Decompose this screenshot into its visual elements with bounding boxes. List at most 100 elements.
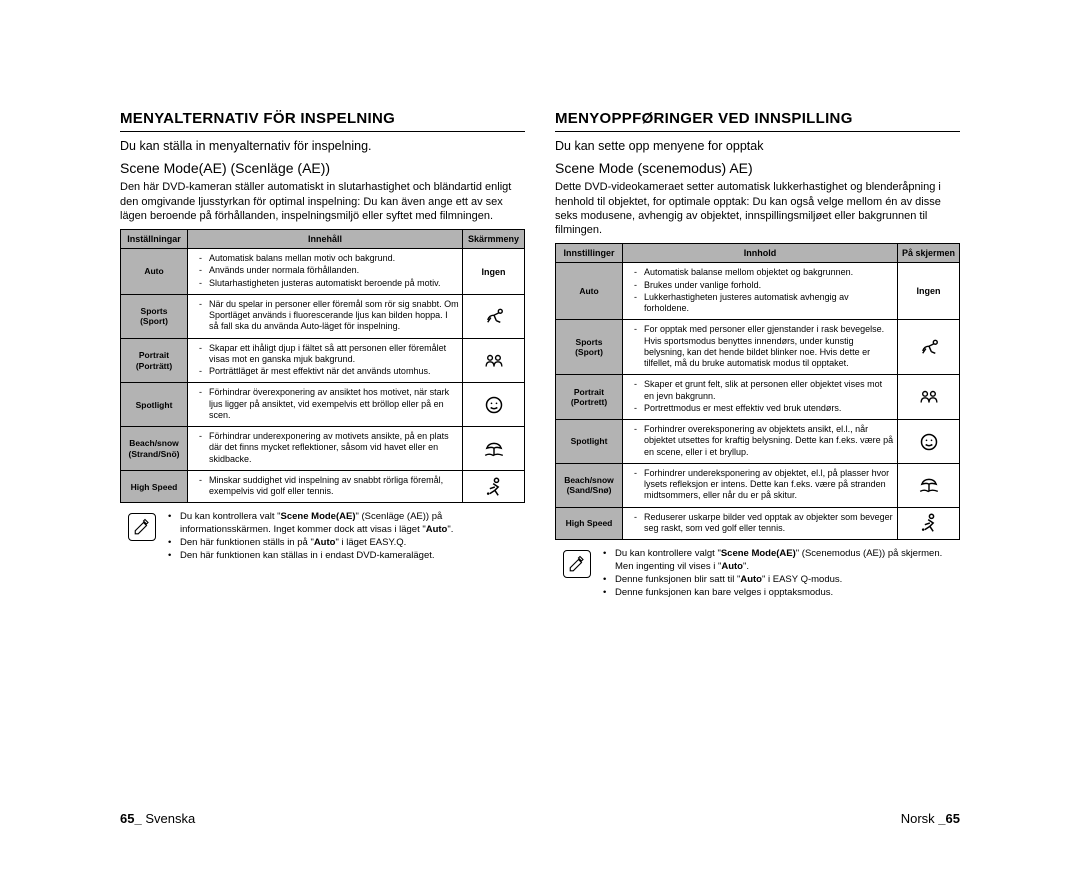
scene-mode-table-right: Innstillinger Innhold På skjermen AutoAu…	[555, 243, 960, 540]
content-cell: Reduserer uskarpe bilder ved opptak av o…	[623, 507, 898, 540]
content-item: Skaper et grunt felt, slik at personen e…	[626, 379, 894, 402]
table-row: Portrait(Portrett)Skaper et grunt felt, …	[556, 375, 960, 420]
onscreen-cell	[463, 470, 525, 503]
heading-right: MENYOPPFØRINGER VED INNSPILLING	[555, 110, 960, 127]
table-row: SpotlightForhindrer overeksponering av o…	[556, 420, 960, 464]
content-item: Brukes under vanlige forhold.	[626, 280, 894, 291]
content-item: Porträttläget är mest effektivt när det …	[191, 366, 459, 377]
highspeed-icon	[483, 481, 505, 491]
intro-right: Du kan sette opp menyene for opptak	[555, 138, 960, 154]
table-row: Beach/snow(Strand/Snö)Förhindrar underex…	[121, 427, 525, 471]
page-container: MENYALTERNATIV FÖR INSPELNING Du kan stä…	[0, 0, 1080, 639]
pencil-note-icon	[568, 555, 586, 573]
setting-cell: Spotlight	[121, 383, 188, 427]
content-item: Forhindrer overeksponering av objektets …	[626, 424, 894, 458]
content-cell: Förhindrar underexponering av motivets a…	[188, 427, 463, 471]
content-item: Reduserer uskarpe bilder ved opptak av o…	[626, 512, 894, 535]
content-cell: Skapar ett ihåligt djup i fältet så att …	[188, 338, 463, 383]
onscreen-cell: Ingen	[898, 263, 960, 320]
content-item: Automatisk balanse mellom objektet og ba…	[626, 267, 894, 278]
note-item: Du kan kontrollera valt "Scene Mode(AE)"…	[166, 511, 525, 537]
heading-rule	[120, 131, 525, 132]
note-item: Den här funktionen ställs in på "Auto" i…	[166, 537, 525, 550]
onscreen-cell	[463, 294, 525, 338]
th-content: Innhold	[623, 244, 898, 263]
sports-icon	[918, 342, 940, 352]
th-settings: Innstillinger	[556, 244, 623, 263]
footer-lang: Svenska	[145, 811, 195, 826]
table-row: Portrait(Porträtt)Skapar ett ihåligt dju…	[121, 338, 525, 383]
setting-cell: Spotlight	[556, 420, 623, 464]
setting-cell: Auto	[121, 249, 188, 295]
content-item: Forhindrer undereksponering av objektet,…	[626, 468, 894, 502]
onscreen-cell	[463, 427, 525, 471]
onscreen-cell	[898, 420, 960, 464]
setting-cell: Sports(Sport)	[121, 294, 188, 338]
content-cell: Forhindrer overeksponering av objektets …	[623, 420, 898, 464]
content-item: Slutarhastigheten justeras automatiskt b…	[191, 278, 459, 289]
th-screen: Skärmmeny	[463, 230, 525, 249]
note-item: Du kan kontrollere valgt "Scene Mode(AE)…	[601, 548, 960, 574]
table-row: Beach/snow(Sand/Snø)Forhindrer undereksp…	[556, 463, 960, 507]
scene-mode-table-left: Inställningar Innehåll Skärmmeny AutoAut…	[120, 229, 525, 503]
th-screen: På skjermen	[898, 244, 960, 263]
content-item: Används under normala förhållanden.	[191, 265, 459, 276]
footer-right: Norsk _65	[901, 811, 960, 826]
setting-cell: Portrait(Portrett)	[556, 375, 623, 420]
content-item: Förhindrar underexponering av motivets a…	[191, 431, 459, 465]
desc-left: Den här DVD-kameran ställer automatiskt …	[120, 180, 525, 223]
table-row: AutoAutomatisk balans mellan motiv och b…	[121, 249, 525, 295]
th-content: Innehåll	[188, 230, 463, 249]
table-row: High SpeedReduserer uskarpe bilder ved o…	[556, 507, 960, 540]
table-row: AutoAutomatisk balanse mellom objektet o…	[556, 263, 960, 320]
content-cell: Automatisk balanse mellom objektet og ba…	[623, 263, 898, 320]
beach-icon	[482, 443, 506, 453]
subheading-right: Scene Mode (scenemodus) AE)	[555, 160, 960, 176]
table-row: Sports(Sport)När du spelar in personer e…	[121, 294, 525, 338]
note-item: Den här funktionen kan ställas in i enda…	[166, 550, 525, 563]
content-item: Skapar ett ihåligt djup i fältet så att …	[191, 343, 459, 366]
table-row: Sports(Sport)For opptak med personer ell…	[556, 320, 960, 375]
highspeed-icon	[918, 518, 940, 528]
beach-icon	[917, 480, 941, 490]
content-item: For opptak med personer eller gjenstande…	[626, 324, 894, 369]
setting-cell: High Speed	[556, 507, 623, 540]
onscreen-cell	[898, 463, 960, 507]
content-item: Lukkerhastigheten justeres automatisk av…	[626, 292, 894, 315]
page-number: _65	[938, 811, 960, 826]
content-cell: Skaper et grunt felt, slik at personen e…	[623, 375, 898, 420]
note-item: Denne funksjonen blir satt til "Auto" i …	[601, 574, 960, 587]
onscreen-cell: Ingen	[463, 249, 525, 295]
setting-cell: Portrait(Porträtt)	[121, 338, 188, 383]
footer-left: 65_ Svenska	[120, 811, 195, 826]
table-row: High SpeedMinskar suddighet vid inspelni…	[121, 470, 525, 503]
onscreen-cell	[463, 383, 525, 427]
onscreen-cell	[898, 375, 960, 420]
footer-lang: Norsk	[901, 811, 935, 826]
heading-rule	[555, 131, 960, 132]
setting-cell: Sports(Sport)	[556, 320, 623, 375]
notes-list: Du kan kontrollera valt "Scene Mode(AE)"…	[166, 511, 525, 562]
left-column: MENYALTERNATIV FÖR INSPELNING Du kan stä…	[120, 110, 525, 599]
content-item: Minskar suddighet vid inspelning av snab…	[191, 475, 459, 498]
pencil-note-icon	[133, 518, 151, 536]
notes-left: Du kan kontrollera valt "Scene Mode(AE)"…	[120, 511, 525, 562]
right-column: MENYOPPFØRINGER VED INNSPILLING Du kan s…	[545, 110, 960, 599]
intro-left: Du kan ställa in menyalternativ för insp…	[120, 138, 525, 154]
desc-right: Dette DVD-videokameraet setter automatis…	[555, 180, 960, 237]
sports-icon	[483, 311, 505, 321]
note-icon	[128, 513, 156, 541]
content-item: Portrettmodus er mest effektiv ved bruk …	[626, 403, 894, 414]
subheading-left: Scene Mode(AE) (Scenläge (AE))	[120, 160, 525, 176]
portrait-icon	[483, 355, 505, 365]
onscreen-cell	[463, 338, 525, 383]
portrait-icon	[918, 392, 940, 402]
th-settings: Inställningar	[121, 230, 188, 249]
page-number: 65_	[120, 811, 142, 826]
content-cell: När du spelar in personer eller föremål …	[188, 294, 463, 338]
spotlight-icon	[484, 399, 504, 409]
heading-left: MENYALTERNATIV FÖR INSPELNING	[120, 110, 525, 127]
content-cell: Forhindrer undereksponering av objektet,…	[623, 463, 898, 507]
content-cell: Minskar suddighet vid inspelning av snab…	[188, 470, 463, 503]
content-cell: Automatisk balans mellan motiv och bakgr…	[188, 249, 463, 295]
